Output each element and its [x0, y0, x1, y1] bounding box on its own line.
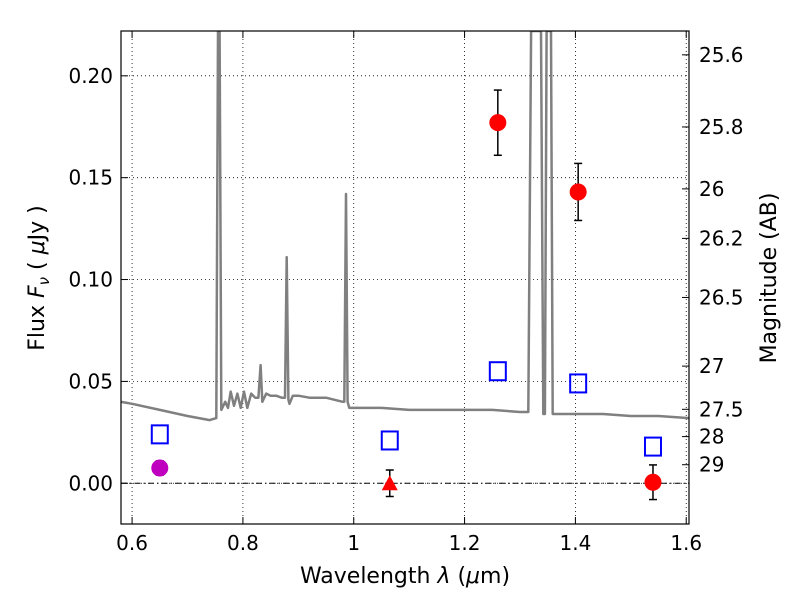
x-axis-label: Wavelength λ (μm)	[300, 564, 510, 589]
model-flux-point	[643, 436, 662, 457]
grid-lines	[121, 31, 689, 524]
x-tick-label: 1.4	[559, 531, 591, 555]
flux-point	[644, 473, 662, 491]
flux-upper-limit-point	[381, 475, 398, 491]
y2-tick-label: 25.8	[699, 115, 744, 139]
x-tick-label: 0.8	[227, 531, 259, 555]
model-flux-point	[488, 361, 507, 382]
plot-area	[121, 31, 689, 501]
y2-tick-label: 28	[699, 425, 724, 449]
y-tick-label: 0.05	[68, 369, 113, 393]
model-flux-point	[569, 373, 588, 394]
x-tick-label: 0.6	[116, 531, 148, 555]
y-tick-label: 0.10	[68, 268, 113, 292]
photometry-markers	[150, 89, 662, 501]
y-tick-label: 0.20	[68, 64, 113, 88]
x-tick-label: 1	[347, 531, 360, 555]
flux-point	[569, 183, 587, 201]
model-flux-point	[150, 424, 169, 445]
y2-tick-label: 27.5	[699, 397, 744, 421]
y2-tick-label: 27	[699, 354, 724, 378]
plot-frame	[120, 30, 690, 525]
y-tick-label: 0.15	[68, 166, 113, 190]
x-tick-label: 1.6	[670, 531, 702, 555]
flux-point	[489, 114, 507, 132]
y-tick-label: 0.00	[68, 471, 113, 495]
spectrum-line	[121, 31, 689, 422]
y2-tick-label: 26.2	[699, 226, 744, 250]
x-tick-label: 1.2	[449, 531, 481, 555]
flux-point	[151, 459, 169, 477]
y2-tick-label: 26.5	[699, 285, 744, 309]
y2-tick-label: 29	[699, 453, 724, 477]
y2-tick-label: 26	[699, 177, 724, 201]
y-axis-label: Flux Fν ( μJy )	[25, 205, 53, 350]
axis-ticks: 0.6 0.8 1 1.2 1.4 1.6 0.00 0.05 0.10 0.15 0.20 25.6…	[68, 31, 744, 555]
y2-axis-label: Magnitude (AB)	[757, 193, 782, 364]
model-flux-point	[380, 430, 399, 451]
y2-tick-label: 25.6	[699, 43, 744, 67]
